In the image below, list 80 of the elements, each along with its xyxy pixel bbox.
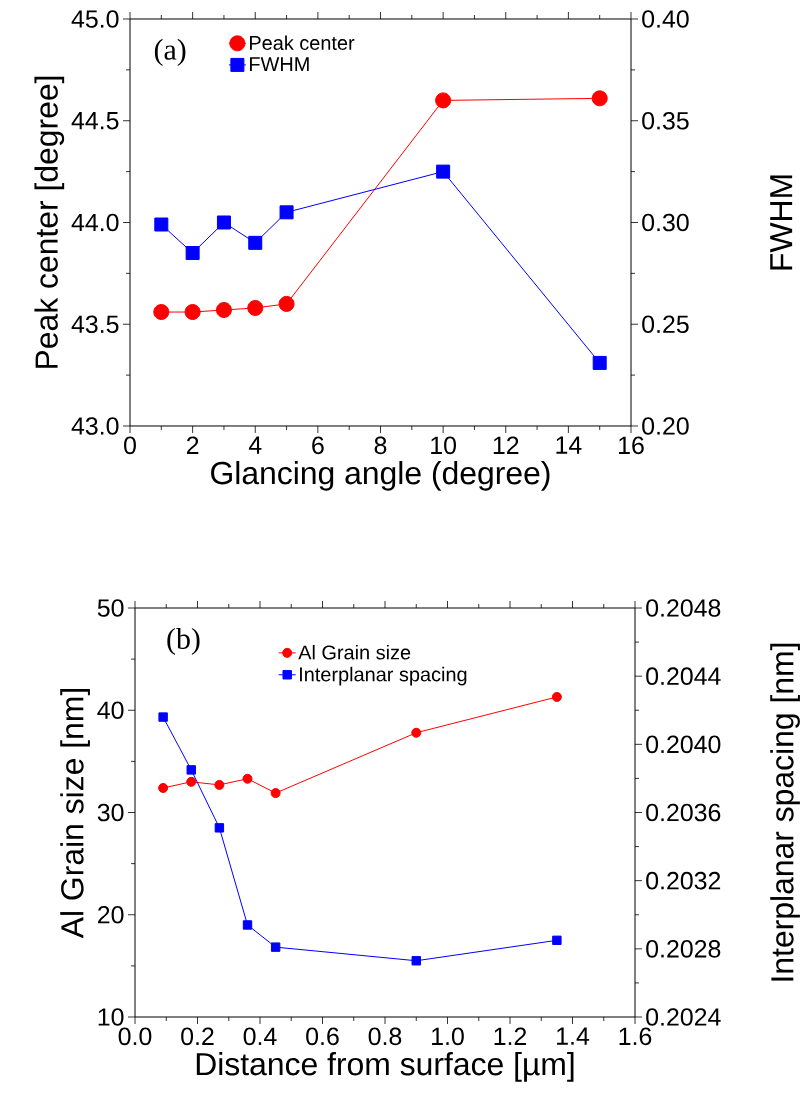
y2-axis-title: FWHM — [770, 175, 793, 270]
annotation: (a) — [154, 38, 186, 66]
y-axis-title: Al Grain size [nm] — [60, 689, 90, 939]
legend-label: Peak center — [250, 35, 355, 51]
point — [279, 205, 294, 220]
x-tick-label: 6 — [312, 436, 324, 455]
point — [215, 302, 232, 318]
y2-tick-label: 0.2036 — [646, 803, 721, 822]
y-tick-label: 10 — [98, 1008, 124, 1026]
x-tick-label: 0.6 — [306, 1027, 339, 1046]
point — [270, 788, 281, 799]
point — [242, 773, 253, 784]
legend-label: FWHM — [250, 57, 309, 72]
point — [552, 935, 562, 946]
x-axis-title: Glancing angle (degree) — [211, 460, 550, 491]
x-tick-label: 1.2 — [494, 1027, 527, 1045]
point — [158, 782, 169, 793]
y2-axis-title: Interplanar spacing [nm] — [770, 643, 800, 981]
x-tick-label: 0.2 — [181, 1027, 214, 1046]
y-tick-label: 40 — [97, 701, 124, 720]
x-tick-label: 12 — [493, 436, 519, 454]
point — [247, 299, 264, 316]
point — [186, 765, 196, 775]
y2-tick-label: 0.2032 — [646, 871, 721, 890]
annotation: (b) — [167, 627, 200, 655]
y-tick-label: 20 — [98, 905, 124, 924]
x-tick-label: 2 — [186, 436, 199, 454]
x-tick-label: 14 — [556, 436, 582, 454]
y-tick-label: 43.0 — [71, 417, 119, 435]
x-tick-label: 10 — [431, 436, 456, 455]
x-tick-label: 0.8 — [368, 1027, 402, 1046]
point — [248, 235, 263, 250]
point — [551, 691, 562, 702]
y2-tick-label: 0.35 — [642, 111, 689, 130]
y2-tick-label: 0.40 — [642, 10, 689, 28]
x-tick-label: 1.0 — [432, 1027, 464, 1046]
point — [592, 355, 607, 370]
x-tick-label: 0.0 — [118, 1027, 152, 1046]
point — [435, 92, 452, 109]
point — [242, 920, 253, 930]
point — [411, 727, 422, 738]
y-axis-title: Peak center [degree] — [34, 76, 65, 368]
point — [214, 779, 225, 790]
point — [158, 712, 168, 722]
point — [154, 217, 169, 232]
point — [216, 215, 231, 230]
y2-tick-label: 0.25 — [642, 315, 689, 334]
y2-tick-label: 0.2024 — [646, 1008, 721, 1026]
point — [278, 295, 295, 312]
x-tick-label: 0.4 — [243, 1027, 277, 1046]
y2-tick-label: 0.2028 — [646, 940, 721, 958]
point — [411, 956, 421, 966]
x-tick-label: 8 — [374, 436, 387, 455]
point — [185, 246, 200, 261]
y-tick-label: 30 — [97, 803, 124, 822]
point — [591, 90, 608, 107]
y-tick-label: 43.5 — [71, 315, 119, 334]
x-tick-label: 4 — [248, 436, 262, 454]
legend-label: Al Grain size — [298, 644, 411, 660]
x-tick-label: 0 — [124, 436, 136, 455]
point — [436, 164, 451, 179]
x-tick-label: 1.6 — [619, 1027, 652, 1046]
point — [153, 304, 170, 321]
x-tick-label: 1.4 — [557, 1027, 590, 1045]
legend-label: Interplanar spacing — [300, 666, 467, 686]
x-tick-label: 16 — [619, 436, 644, 455]
point — [270, 942, 281, 952]
y-tick-label: 44.5 — [71, 112, 119, 130]
y-tick-label: 50 — [97, 599, 124, 617]
point — [184, 304, 201, 321]
x-axis-title: Distance from surface [µm] — [196, 1052, 574, 1082]
y-tick-label: 44.0 — [71, 213, 119, 232]
y2-tick-label: 0.20 — [642, 417, 689, 435]
y2-tick-label: 0.2040 — [646, 735, 721, 754]
point — [214, 823, 225, 833]
point — [186, 776, 197, 787]
y-tick-label: 45.0 — [71, 10, 119, 28]
y2-tick-label: 0.30 — [642, 213, 689, 232]
y2-tick-label: 0.2044 — [646, 667, 721, 685]
y2-tick-label: 0.2048 — [646, 599, 721, 617]
